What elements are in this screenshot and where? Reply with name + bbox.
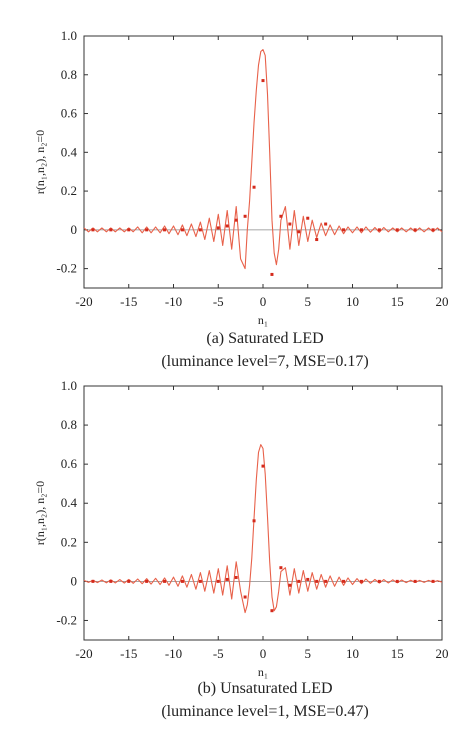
data-point-b-25 xyxy=(431,579,435,583)
data-point-a-7 xyxy=(216,226,220,230)
data-point-b-17 xyxy=(306,577,310,581)
xtick-label-a-8: 20 xyxy=(436,294,449,309)
data-point-b-15 xyxy=(288,583,292,587)
ytick-label-a-2: 0.2 xyxy=(61,183,77,198)
ytick-label-b-5: 0.8 xyxy=(61,417,77,432)
ytick-label-b-6: 1.0 xyxy=(61,378,77,393)
xtick-label-a-6: 10 xyxy=(346,294,359,309)
data-point-b-2 xyxy=(127,579,131,583)
data-point-a-22 xyxy=(377,228,381,232)
data-point-a-24 xyxy=(413,228,417,232)
data-point-b-19 xyxy=(324,579,328,583)
xtick-label-a-0: -20 xyxy=(75,294,92,309)
data-point-b-6 xyxy=(198,579,202,583)
xtick-label-a-2: -10 xyxy=(165,294,182,309)
data-point-a-17 xyxy=(306,216,310,220)
data-point-a-20 xyxy=(342,228,346,232)
panel-b-unsaturated-led: (b) Unsaturated LED (luminance level=1, … xyxy=(33,378,449,720)
data-point-b-0 xyxy=(91,579,95,583)
data-point-a-16 xyxy=(297,230,301,234)
ytick-label-a-5: 0.8 xyxy=(61,67,77,82)
ytick-label-a-6: 1.0 xyxy=(61,28,77,43)
data-point-b-12 xyxy=(261,464,265,468)
y-axis-label-a: r(n₁,n₂), n₂=0 xyxy=(33,130,47,194)
data-point-a-3 xyxy=(145,228,149,232)
data-point-b-7 xyxy=(216,579,220,583)
xtick-label-b-8: 20 xyxy=(436,646,449,661)
x-axis-label-a: n₁ xyxy=(258,313,268,327)
data-point-a-12 xyxy=(261,79,265,83)
data-point-a-10 xyxy=(243,214,247,218)
xtick-label-b-4: 0 xyxy=(260,646,267,661)
xtick-label-a-3: -5 xyxy=(213,294,224,309)
data-point-a-9 xyxy=(234,218,238,222)
data-point-b-4 xyxy=(163,579,167,583)
xtick-label-b-2: -10 xyxy=(165,646,182,661)
xtick-label-a-7: 15 xyxy=(391,294,404,309)
caption-b-line1: (b) Unsaturated LED xyxy=(197,680,332,697)
ytick-label-b-3: 0.4 xyxy=(61,495,78,510)
xtick-label-b-0: -20 xyxy=(75,646,92,661)
data-point-b-9 xyxy=(234,575,238,579)
data-point-a-6 xyxy=(198,228,202,232)
data-point-a-1 xyxy=(109,228,113,232)
data-point-b-13 xyxy=(270,609,274,613)
y-axis-label-b: r(n₁,n₂), n₂=0 xyxy=(33,481,47,545)
xtick-label-b-3: -5 xyxy=(213,646,224,661)
data-point-b-5 xyxy=(180,579,184,583)
data-point-b-21 xyxy=(359,579,363,583)
data-point-a-2 xyxy=(127,228,131,232)
data-point-a-0 xyxy=(91,228,95,232)
data-point-a-13 xyxy=(270,272,274,276)
data-point-b-24 xyxy=(413,579,417,583)
data-point-a-5 xyxy=(180,228,184,232)
xtick-label-a-5: 5 xyxy=(305,294,312,309)
ytick-label-a-0: -0.2 xyxy=(56,261,77,276)
panel-a-saturated-led: (a) Saturated LED (luminance level=7, MS… xyxy=(33,28,449,370)
data-point-b-16 xyxy=(297,579,301,583)
data-point-a-23 xyxy=(395,228,399,232)
ytick-label-b-1: 0 xyxy=(71,573,78,588)
data-point-a-21 xyxy=(359,228,363,232)
data-point-a-4 xyxy=(163,228,167,232)
data-point-b-3 xyxy=(145,579,149,583)
xtick-label-b-5: 5 xyxy=(305,646,312,661)
xtick-label-a-1: -15 xyxy=(120,294,137,309)
data-point-a-25 xyxy=(431,228,435,232)
data-point-a-8 xyxy=(225,224,229,228)
data-point-b-14 xyxy=(279,566,283,570)
data-point-b-22 xyxy=(377,579,381,583)
data-point-b-20 xyxy=(342,579,346,583)
data-point-b-18 xyxy=(315,579,319,583)
xtick-label-a-4: 0 xyxy=(260,294,267,309)
data-point-a-11 xyxy=(252,185,256,189)
ytick-label-a-4: 0.6 xyxy=(61,106,78,121)
caption-b-line2: (luminance level=1, MSE=0.47) xyxy=(161,703,368,720)
xtick-label-b-6: 10 xyxy=(346,646,359,661)
data-point-b-8 xyxy=(225,577,229,581)
caption-a-line1: (a) Saturated LED xyxy=(206,330,323,347)
ytick-label-b-4: 0.6 xyxy=(61,456,78,471)
x-axis-label-b: n₁ xyxy=(258,665,268,679)
data-point-a-18 xyxy=(315,238,319,242)
caption-a-line2: (luminance level=7, MSE=0.17) xyxy=(161,353,368,370)
series-curve-b xyxy=(83,444,443,614)
plot-frame-b xyxy=(83,385,443,641)
data-point-b-10 xyxy=(243,595,247,599)
ytick-label-a-3: 0.4 xyxy=(61,144,78,159)
plot-frame-a xyxy=(83,35,443,289)
data-point-b-1 xyxy=(109,579,113,583)
data-point-a-19 xyxy=(324,222,328,226)
ytick-label-b-2: 0.2 xyxy=(61,534,77,549)
xtick-label-b-1: -15 xyxy=(120,646,137,661)
data-point-a-15 xyxy=(288,222,292,226)
data-point-b-23 xyxy=(395,579,399,583)
data-point-b-11 xyxy=(252,519,256,523)
series-curve-a xyxy=(83,49,443,270)
xtick-label-b-7: 15 xyxy=(391,646,404,661)
ytick-label-a-1: 0 xyxy=(71,222,78,237)
data-point-a-14 xyxy=(279,214,283,218)
ytick-label-b-0: -0.2 xyxy=(56,612,77,627)
